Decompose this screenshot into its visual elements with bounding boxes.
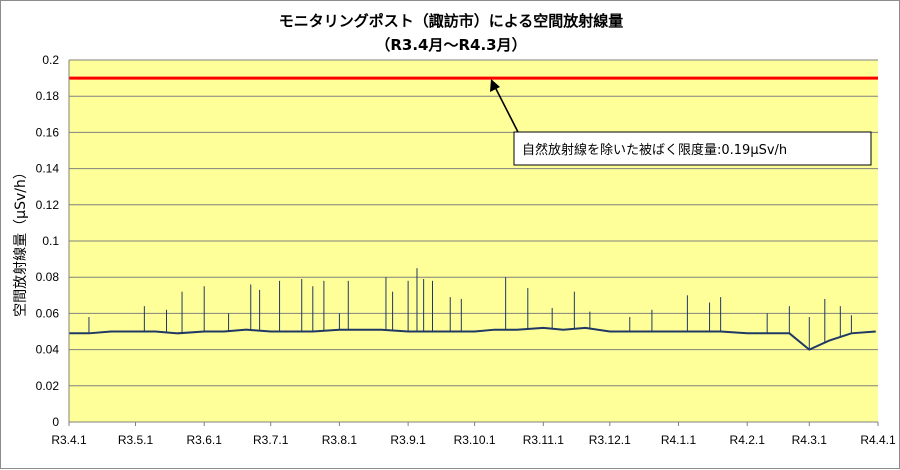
y-tick-label: 0.12 — [36, 198, 60, 212]
y-tick-label: 0.06 — [36, 306, 60, 320]
y-axis-label: 空間放射線量（µSv/h） — [13, 165, 29, 317]
y-tick-label: 0 — [52, 415, 59, 429]
annotation-group: 自然放射線を除いた被ばく限度量:0.19μSv/h — [490, 79, 872, 166]
annotation-arrowhead — [490, 79, 500, 92]
x-tick-label: R4.3.1 — [792, 433, 828, 447]
chart-title: モニタリングポスト（諏訪市）による空間放射線量 — [279, 12, 624, 30]
x-tick-label: R3.5.1 — [118, 433, 154, 447]
x-tick-label: R4.4.1 — [860, 433, 896, 447]
annotation-box — [513, 131, 872, 166]
y-tick-label: 0.02 — [36, 379, 60, 393]
x-tick-label: R3.8.1 — [322, 433, 358, 447]
annotation-text: 自然放射線を除いた被ばく限度量:0.19μSv/h — [522, 142, 787, 158]
y-tick-label: 0.16 — [36, 125, 60, 139]
x-axis-ticks: R3.4.1 R3.5.1 R3.6.1 R3.7.1 R3.8.1 R3.9.1 R3.1… — [51, 422, 896, 447]
x-tick-label: R3.9.1 — [390, 433, 426, 447]
x-tick-label: R3.7.1 — [253, 433, 289, 447]
chart-subtitle: （R3.4月～R4.3月） — [375, 36, 526, 54]
x-tick-label: R4.1.1 — [661, 433, 697, 447]
x-tick-label: R3.6.1 — [187, 433, 223, 447]
x-tick-label: R3.4.1 — [51, 433, 87, 447]
x-tick-label: R4.2.1 — [730, 433, 766, 447]
y-tick-label: 0.04 — [36, 343, 60, 357]
y-tick-label: 0.08 — [36, 270, 60, 284]
y-axis-ticks: 0 0.02 0.04 0.06 0.08 0.1 0.12 0.14 0.16 0.18 0.2 — [36, 53, 60, 429]
x-tick-label: R3.10.1 — [454, 433, 496, 447]
y-tick-label: 0.14 — [36, 162, 60, 176]
y-tick-label: 0.1 — [42, 234, 59, 248]
x-tick-label: R3.12.1 — [589, 433, 631, 447]
annotation-arrow-line — [493, 84, 520, 135]
y-tick-label: 0.2 — [42, 53, 59, 67]
y-tick-label: 0.18 — [36, 89, 60, 103]
x-tick-label: R3.11.1 — [523, 433, 564, 447]
series-group — [69, 268, 876, 351]
